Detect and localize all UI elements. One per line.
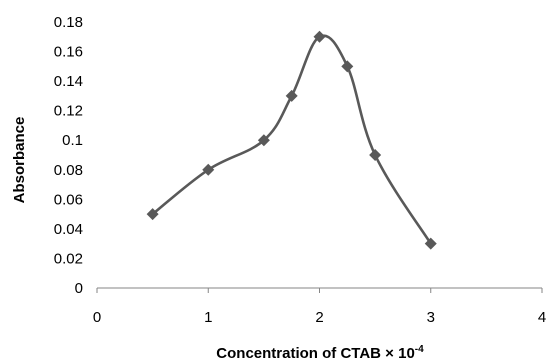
series-line bbox=[151, 34, 433, 245]
y-tick-label: 0.08 bbox=[54, 162, 83, 179]
x-tick-label: 4 bbox=[538, 309, 546, 326]
y-tick-labels: 0 0.02 0.04 0.06 0.08 0.1 0.12 0.14 0.16 0.18 bbox=[54, 14, 83, 297]
x-axis-title: Concentration of CTAB × 10-4 bbox=[216, 344, 424, 362]
data-point-marker bbox=[146, 208, 159, 221]
data-point-marker bbox=[257, 134, 270, 147]
y-tick-label: 0.18 bbox=[54, 14, 83, 31]
x-tick-label: 1 bbox=[204, 309, 212, 326]
data-point-marker bbox=[313, 30, 326, 43]
y-tick-label: 0.06 bbox=[54, 191, 83, 208]
y-tick-label: 0.02 bbox=[54, 250, 83, 267]
data-point-marker bbox=[285, 89, 298, 102]
x-axis-title-text: Concentration of CTAB × 10 bbox=[216, 345, 415, 362]
x-axis-title-superscript: -4 bbox=[415, 344, 424, 355]
data-point-marker bbox=[424, 237, 437, 250]
x-tick-marks bbox=[96, 288, 543, 293]
x-tick-label: 3 bbox=[427, 309, 435, 326]
x-tick-label: 2 bbox=[315, 309, 323, 326]
data-point-marker bbox=[369, 149, 382, 161]
series-markers bbox=[146, 30, 437, 250]
data-point-marker bbox=[202, 163, 215, 176]
y-tick-label: 0.16 bbox=[54, 44, 83, 61]
y-tick-label: 0 bbox=[75, 280, 83, 297]
y-tick-label: 0.14 bbox=[54, 73, 83, 90]
data-point-marker bbox=[341, 60, 354, 73]
y-tick-label: 0.1 bbox=[62, 132, 83, 149]
y-axis-title: Absorbance bbox=[11, 117, 28, 204]
y-tick-label: 0.12 bbox=[54, 103, 83, 120]
x-tick-labels: 0 1 2 3 4 bbox=[93, 309, 546, 326]
y-tick-label: 0.04 bbox=[54, 221, 83, 238]
x-tick-label: 0 bbox=[93, 309, 101, 326]
